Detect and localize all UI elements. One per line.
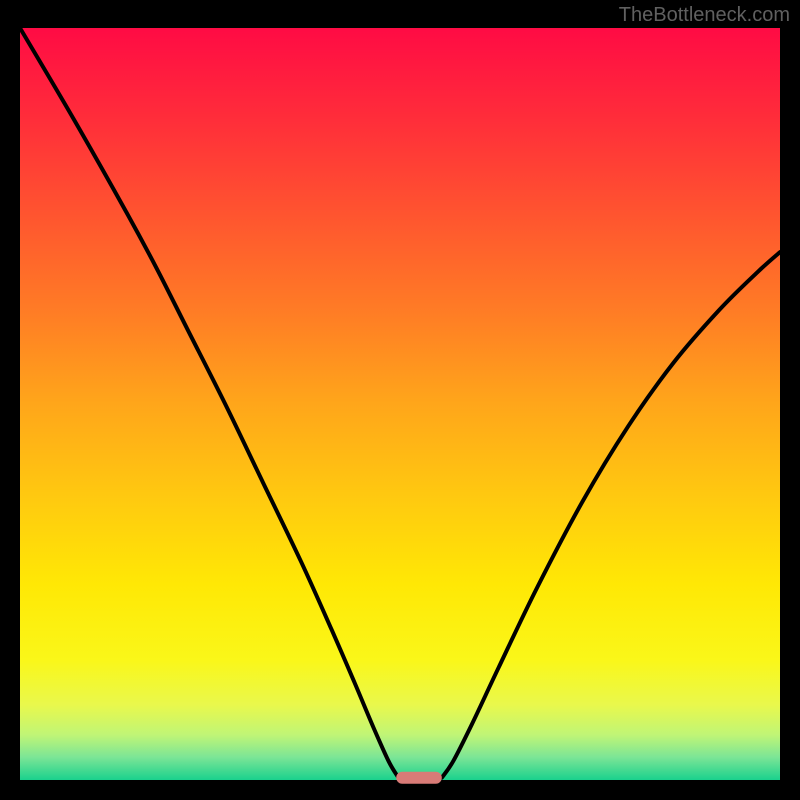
chart-container: TheBottleneck.com	[0, 0, 800, 800]
plot-background	[20, 28, 780, 780]
minimum-marker	[396, 772, 442, 784]
watermark-label: TheBottleneck.com	[619, 4, 790, 27]
bottleneck-chart	[0, 0, 800, 800]
